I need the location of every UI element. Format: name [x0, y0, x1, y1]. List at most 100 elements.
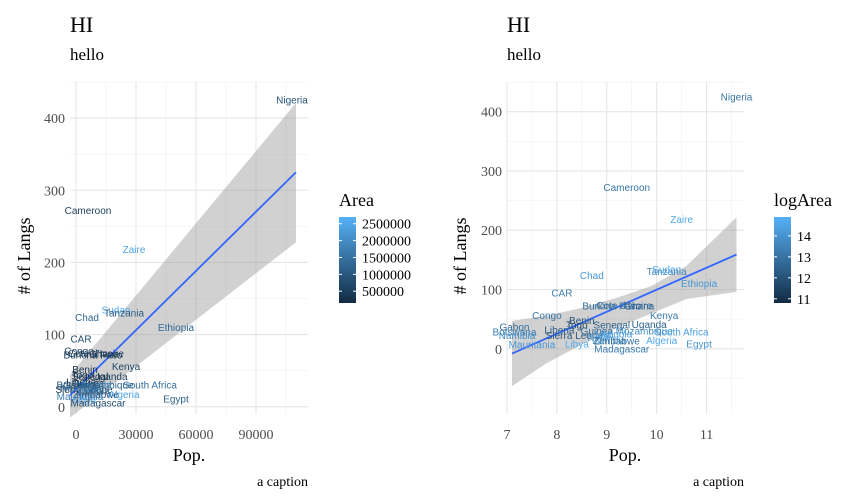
point-label: Cameroon — [603, 183, 650, 194]
y-tick-label: 200 — [44, 256, 65, 271]
point-label: Ghana — [89, 350, 119, 361]
legend-label: 14 — [797, 230, 811, 245]
point-label: Benin — [569, 316, 595, 327]
chart-title: HI — [70, 12, 93, 37]
chart-subtitle: hello — [507, 45, 541, 64]
x-tick-label: 10 — [650, 428, 664, 443]
point-label: Guinea — [72, 379, 105, 390]
y-tick-labels: 0 100 200 300 400 — [44, 112, 65, 416]
y-axis-label: # of Langs — [450, 218, 470, 295]
y-tick-label: 300 — [44, 184, 65, 199]
point-label: Zambia — [593, 336, 627, 347]
chart-caption: a caption — [257, 475, 308, 490]
point-label: Liberia — [544, 325, 574, 336]
x-axis-label: Pop. — [609, 445, 642, 465]
chart-title: HI — [507, 12, 530, 37]
y-tick-label: 400 — [481, 106, 502, 121]
point-labels: NigeriaCameroonZaireChadSudanTanzaniaEth… — [493, 92, 753, 355]
point-label: Gabon — [499, 322, 529, 333]
point-label: Togo — [72, 371, 94, 382]
point-label: Liberia — [66, 378, 96, 389]
point-label: Zimbabwe — [594, 337, 641, 348]
confidence-band-area — [512, 217, 737, 387]
chart-panel-logarea: HI hello Nigeria Cameroon Zaire Chad SudanTa… — [450, 12, 832, 490]
point-label: Cote d'Ivoire — [68, 349, 124, 360]
legend-label: 2500000 — [362, 218, 411, 233]
point-label: Mauritania — [509, 340, 556, 351]
x-tick-label: 11 — [700, 428, 713, 443]
confidence-band-area — [70, 102, 296, 418]
x-axis-label: Pop. — [173, 445, 206, 465]
point-label: Togo — [566, 321, 588, 332]
point-label: Namibia — [499, 331, 536, 342]
point-label: Zaire — [123, 245, 146, 256]
y-tick-label: 200 — [481, 224, 502, 239]
point-label: Zambia — [76, 386, 110, 397]
point-label: Botswana — [56, 381, 100, 392]
point-label: Libya — [72, 395, 96, 406]
x-tick-labels: 7 8 9 10 11 — [504, 428, 714, 443]
y-tick-label: 0 — [495, 343, 502, 358]
point-label: Mozambique — [616, 327, 674, 338]
fit-line — [69, 171, 297, 396]
point-label: Zimbabwe — [73, 390, 120, 401]
legend-colorbar — [774, 217, 791, 303]
point-label: Mali — [595, 330, 613, 341]
confidence-band — [70, 102, 296, 418]
point-label: Congo — [64, 347, 94, 358]
point-label: Sudan — [652, 265, 681, 276]
point-label: CAR — [70, 334, 91, 345]
legend-label: 13 — [797, 251, 811, 266]
grid-lines — [70, 81, 308, 414]
x-tick-label: 60000 — [179, 428, 214, 443]
point-label: Cameroon — [65, 206, 112, 217]
point-label: Madagascar — [70, 399, 126, 410]
legend-label: 1000000 — [362, 268, 411, 283]
y-tick-label: 300 — [481, 165, 502, 180]
point-label: Ghana — [624, 302, 654, 313]
point-label: Botswana — [493, 328, 537, 339]
point-label: South Africa — [655, 328, 709, 339]
regression-line — [69, 171, 297, 396]
legend-label: 500000 — [362, 285, 404, 300]
point-label: Senegal — [72, 372, 109, 383]
point-label: Algeria — [646, 336, 678, 347]
chart-subtitle: hello — [70, 45, 104, 64]
point-label: Egypt — [163, 394, 189, 405]
point-label: Uganda — [632, 320, 667, 331]
point-label: Cote d'Ivoire — [596, 301, 652, 312]
point-label: Egypt — [686, 340, 712, 351]
y-tick-label: 100 — [481, 284, 502, 299]
y-tick-labels: 0 100 200 300 400 — [481, 106, 502, 358]
x-tick-label: 8 — [553, 428, 560, 443]
y-tick-label: 400 — [44, 112, 65, 127]
legend-title: Area — [339, 190, 374, 210]
point-label: Nigeria — [721, 92, 753, 103]
point-label: Mauritania — [57, 392, 104, 403]
x-tick-label: 9 — [603, 428, 610, 443]
chart-panel-area: HI hello Nigeria Cameroon Zaire ChadSudanTa… — [14, 12, 411, 490]
point-label: Angola — [80, 381, 112, 392]
point-label: Gabon — [63, 381, 93, 392]
grid-lines — [506, 81, 744, 414]
point-label: CAR — [551, 289, 572, 300]
point-label: South Africa — [123, 381, 177, 392]
point-label: Niger — [78, 388, 103, 399]
point-label: Algeria — [108, 390, 140, 401]
legend-label: 11 — [797, 293, 810, 308]
legend-label: 1500000 — [362, 251, 411, 266]
point-label: Sierra Leone — [546, 331, 604, 342]
point-labels: NigeriaCameroonZaireChadSudanTanzaniaEth… — [55, 96, 308, 410]
point-label: Ethiopia — [158, 323, 195, 334]
point-label: Kenya — [650, 311, 679, 322]
point-label: Tanzania — [647, 267, 687, 278]
color-legend: logArea 14 13 12 11 — [774, 190, 832, 308]
x-tick-label: 7 — [504, 428, 511, 443]
chart-caption: a caption — [693, 475, 744, 490]
x-tick-labels: 0 30000 60000 90000 — [73, 428, 274, 443]
point-label: Ethiopia — [681, 279, 718, 290]
y-tick-label: 0 — [58, 401, 65, 416]
point-label: Mali — [83, 384, 101, 395]
point-label: Zaire — [670, 215, 693, 226]
